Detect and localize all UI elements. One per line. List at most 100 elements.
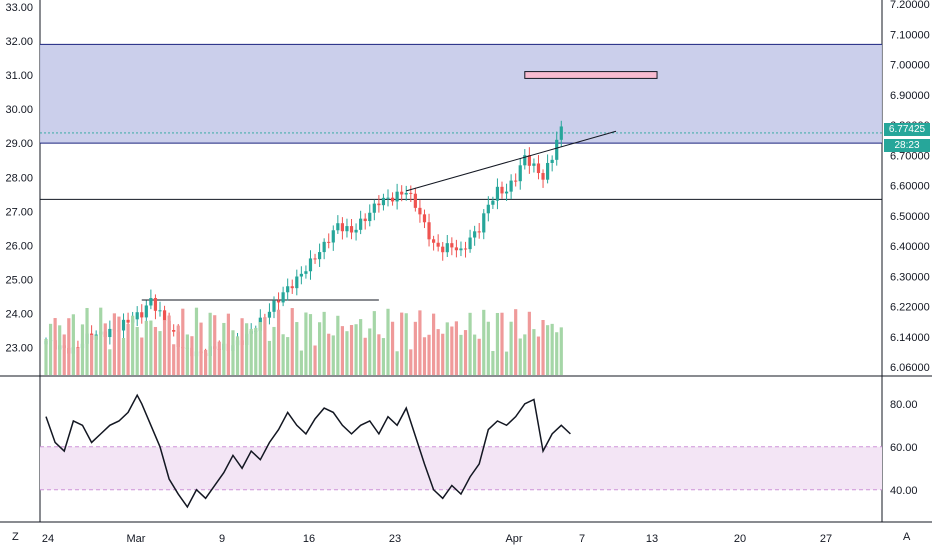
left-axis-tick: 32.00 bbox=[5, 36, 33, 48]
candle-body bbox=[395, 191, 399, 202]
volume-bar bbox=[62, 334, 66, 375]
volume-bar bbox=[377, 334, 381, 375]
candle-body bbox=[532, 163, 536, 166]
volume-bar bbox=[404, 313, 408, 375]
time-axis-tick: 9 bbox=[219, 533, 225, 545]
volume-bar bbox=[436, 329, 440, 375]
volume-bar bbox=[131, 315, 135, 375]
rsi-axis-tick: 40.00 bbox=[890, 485, 918, 497]
volume-bar bbox=[386, 308, 390, 375]
volume-bar bbox=[381, 338, 386, 375]
volume-bar bbox=[299, 350, 303, 375]
left-axis-tick: 26.00 bbox=[5, 240, 33, 252]
time-axis-tick: Mar bbox=[127, 533, 146, 545]
marker-box bbox=[524, 71, 658, 79]
volume-bar bbox=[153, 326, 158, 375]
volume-bar bbox=[322, 311, 326, 375]
candle-body bbox=[172, 330, 176, 332]
candle-body bbox=[126, 319, 130, 323]
volume-bar bbox=[222, 322, 226, 375]
right-axis-tick: 7.20000 bbox=[890, 0, 930, 11]
rsi-band bbox=[40, 446, 882, 490]
time-axis-tick: 7 bbox=[579, 533, 585, 545]
candle-body bbox=[413, 193, 417, 208]
candle-body bbox=[523, 155, 527, 166]
volume-bar bbox=[463, 330, 468, 375]
candle-body bbox=[404, 192, 408, 195]
candle-body bbox=[363, 218, 367, 222]
candle-body bbox=[135, 312, 139, 320]
volume-bar bbox=[167, 315, 171, 375]
candle-body bbox=[349, 226, 354, 233]
volume-bar bbox=[477, 338, 481, 375]
left-axis-tick: 27.00 bbox=[5, 206, 33, 218]
candle-body bbox=[400, 191, 404, 195]
volume-bar bbox=[48, 323, 53, 375]
candle-body bbox=[331, 230, 335, 243]
candle-body bbox=[473, 231, 477, 238]
volume-bar bbox=[290, 308, 294, 375]
volume-bar bbox=[249, 328, 253, 375]
volume-bar bbox=[331, 335, 335, 375]
left-axis-tick: 25.00 bbox=[5, 275, 33, 287]
candle-body bbox=[290, 286, 294, 289]
volume-bar bbox=[254, 327, 258, 375]
volume-bar bbox=[422, 337, 427, 375]
candle-body bbox=[518, 165, 522, 182]
volume-bar bbox=[126, 323, 130, 375]
volume-bar bbox=[103, 323, 107, 375]
right-axis-tick: 6.22000 bbox=[890, 302, 930, 314]
volume-bar bbox=[263, 317, 267, 375]
volume-bar bbox=[149, 320, 153, 375]
auto-scale-button[interactable]: A bbox=[903, 531, 911, 543]
candle-body bbox=[140, 312, 144, 318]
time-axis-tick: 20 bbox=[734, 533, 746, 545]
right-axis-tick: 6.50000 bbox=[890, 211, 930, 223]
volume-bar bbox=[450, 326, 454, 375]
volume-bar bbox=[536, 336, 541, 375]
volume-bar bbox=[514, 309, 518, 375]
volume-bar bbox=[76, 347, 80, 375]
candle-body bbox=[318, 252, 322, 260]
candle-body bbox=[514, 180, 518, 182]
volume-bar bbox=[240, 318, 244, 375]
time-axis-tick: Apr bbox=[505, 533, 522, 545]
volume-bar bbox=[121, 337, 126, 375]
volume-bar bbox=[482, 309, 486, 375]
volume-bar bbox=[194, 307, 199, 375]
candle-body bbox=[149, 298, 153, 306]
candle-body bbox=[482, 213, 486, 233]
volume-bar bbox=[53, 318, 57, 375]
volume-bar bbox=[441, 333, 445, 375]
volume-bar bbox=[99, 307, 103, 375]
candle-body bbox=[162, 310, 167, 321]
zoom-button[interactable]: Z bbox=[12, 531, 19, 543]
candle-body bbox=[286, 286, 290, 293]
volume-bar bbox=[427, 334, 431, 375]
candle-body bbox=[386, 197, 390, 199]
candle-body bbox=[153, 298, 158, 311]
candle-body bbox=[527, 155, 531, 166]
volume-bar bbox=[204, 349, 208, 375]
volume-bar bbox=[518, 338, 522, 375]
candle-body bbox=[459, 248, 463, 251]
candle-body bbox=[267, 311, 272, 318]
candle-body bbox=[550, 159, 554, 163]
candle-body bbox=[299, 273, 303, 277]
candle-body bbox=[541, 173, 545, 180]
volume-bar bbox=[176, 325, 180, 375]
volume-bar bbox=[523, 334, 527, 375]
candle-body bbox=[304, 271, 308, 274]
candle-body bbox=[144, 305, 148, 318]
candle-body bbox=[322, 241, 326, 253]
volume-bar bbox=[473, 334, 477, 375]
volume-bar bbox=[185, 334, 189, 375]
candle-body bbox=[345, 226, 349, 232]
candle-body bbox=[354, 229, 358, 233]
candle-body bbox=[546, 162, 550, 180]
volume-bar bbox=[295, 322, 299, 375]
candle-body bbox=[158, 310, 162, 312]
volume-bar bbox=[532, 329, 536, 375]
right-axis-tick: 6.60000 bbox=[890, 181, 930, 193]
